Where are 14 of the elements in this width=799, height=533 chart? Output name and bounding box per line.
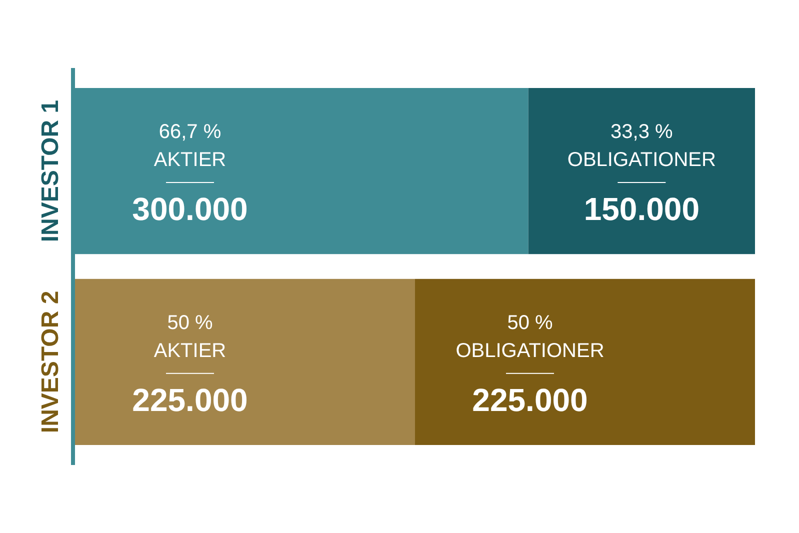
text: AKTIER [154, 340, 226, 362]
annotation: 50 % [167, 312, 214, 334]
series-label: OBLIGATIONER [567, 149, 716, 171]
annotation: 50 % [507, 312, 554, 334]
data-label: 225.000 [472, 382, 588, 418]
data-label: 300.000 [132, 191, 248, 227]
y-tick-label: INVESTOR 1 [37, 100, 64, 242]
data-label: 150.000 [584, 191, 700, 227]
annotation: 33,3 % [610, 121, 674, 143]
text: OBLIGATIONER [456, 340, 604, 362]
data-label: 225.000 [132, 382, 248, 418]
series-label: AKTIER [154, 149, 226, 171]
annotation: 66,7 % [158, 121, 222, 143]
y-tick-label: INVESTOR 2 [37, 290, 64, 434]
